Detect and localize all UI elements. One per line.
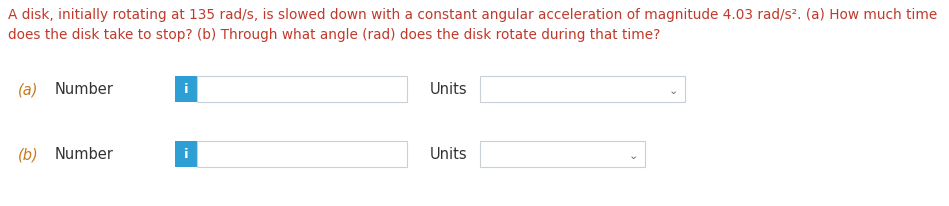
- FancyBboxPatch shape: [175, 141, 197, 167]
- FancyBboxPatch shape: [480, 141, 645, 167]
- Text: ⌄: ⌄: [668, 85, 678, 96]
- FancyBboxPatch shape: [197, 77, 407, 103]
- Text: (b): (b): [18, 147, 39, 162]
- FancyBboxPatch shape: [175, 77, 197, 103]
- Text: (a): (a): [18, 82, 39, 97]
- Text: Units: Units: [430, 147, 468, 162]
- Text: i: i: [184, 83, 188, 96]
- Text: does the disk take to stop? (b) Through what angle (rad) does the disk rotate du: does the disk take to stop? (b) Through …: [8, 28, 661, 42]
- Text: ⌄: ⌄: [628, 150, 638, 160]
- FancyBboxPatch shape: [480, 77, 685, 103]
- Text: Number: Number: [55, 82, 114, 97]
- Text: i: i: [184, 148, 188, 161]
- Text: A disk, initially rotating at 135 rad/s, is slowed down with a constant angular : A disk, initially rotating at 135 rad/s,…: [8, 8, 938, 22]
- Text: Units: Units: [430, 82, 468, 97]
- FancyBboxPatch shape: [197, 141, 407, 167]
- Text: Number: Number: [55, 147, 114, 162]
